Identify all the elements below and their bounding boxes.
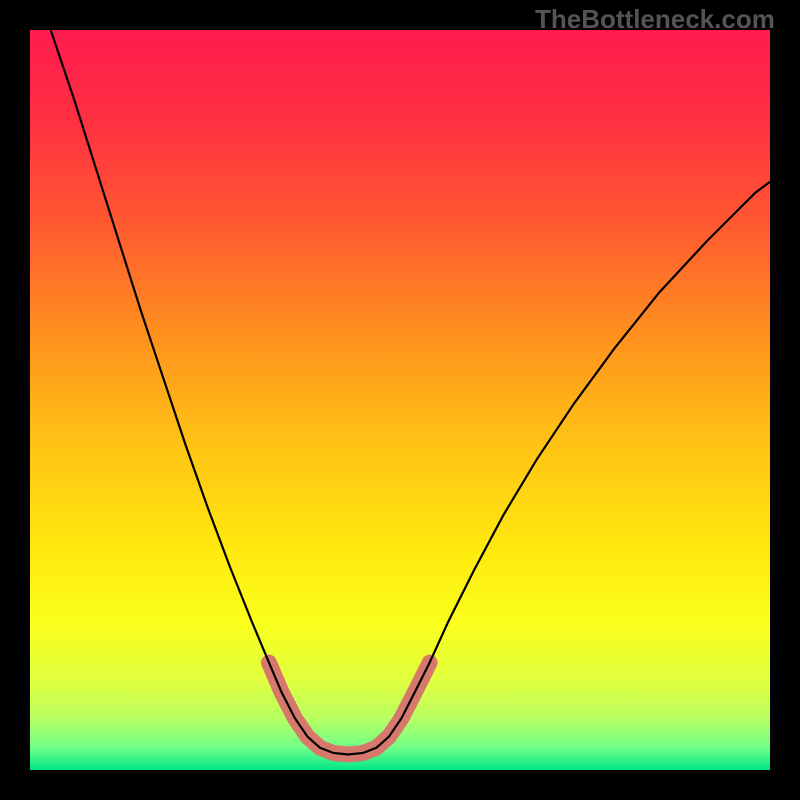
plot-area — [30, 30, 770, 770]
watermark-text: TheBottleneck.com — [535, 4, 775, 35]
chart-svg — [30, 30, 770, 770]
highlight-curve — [269, 663, 430, 755]
main-curve — [51, 30, 770, 754]
chart-container: TheBottleneck.com — [0, 0, 800, 800]
